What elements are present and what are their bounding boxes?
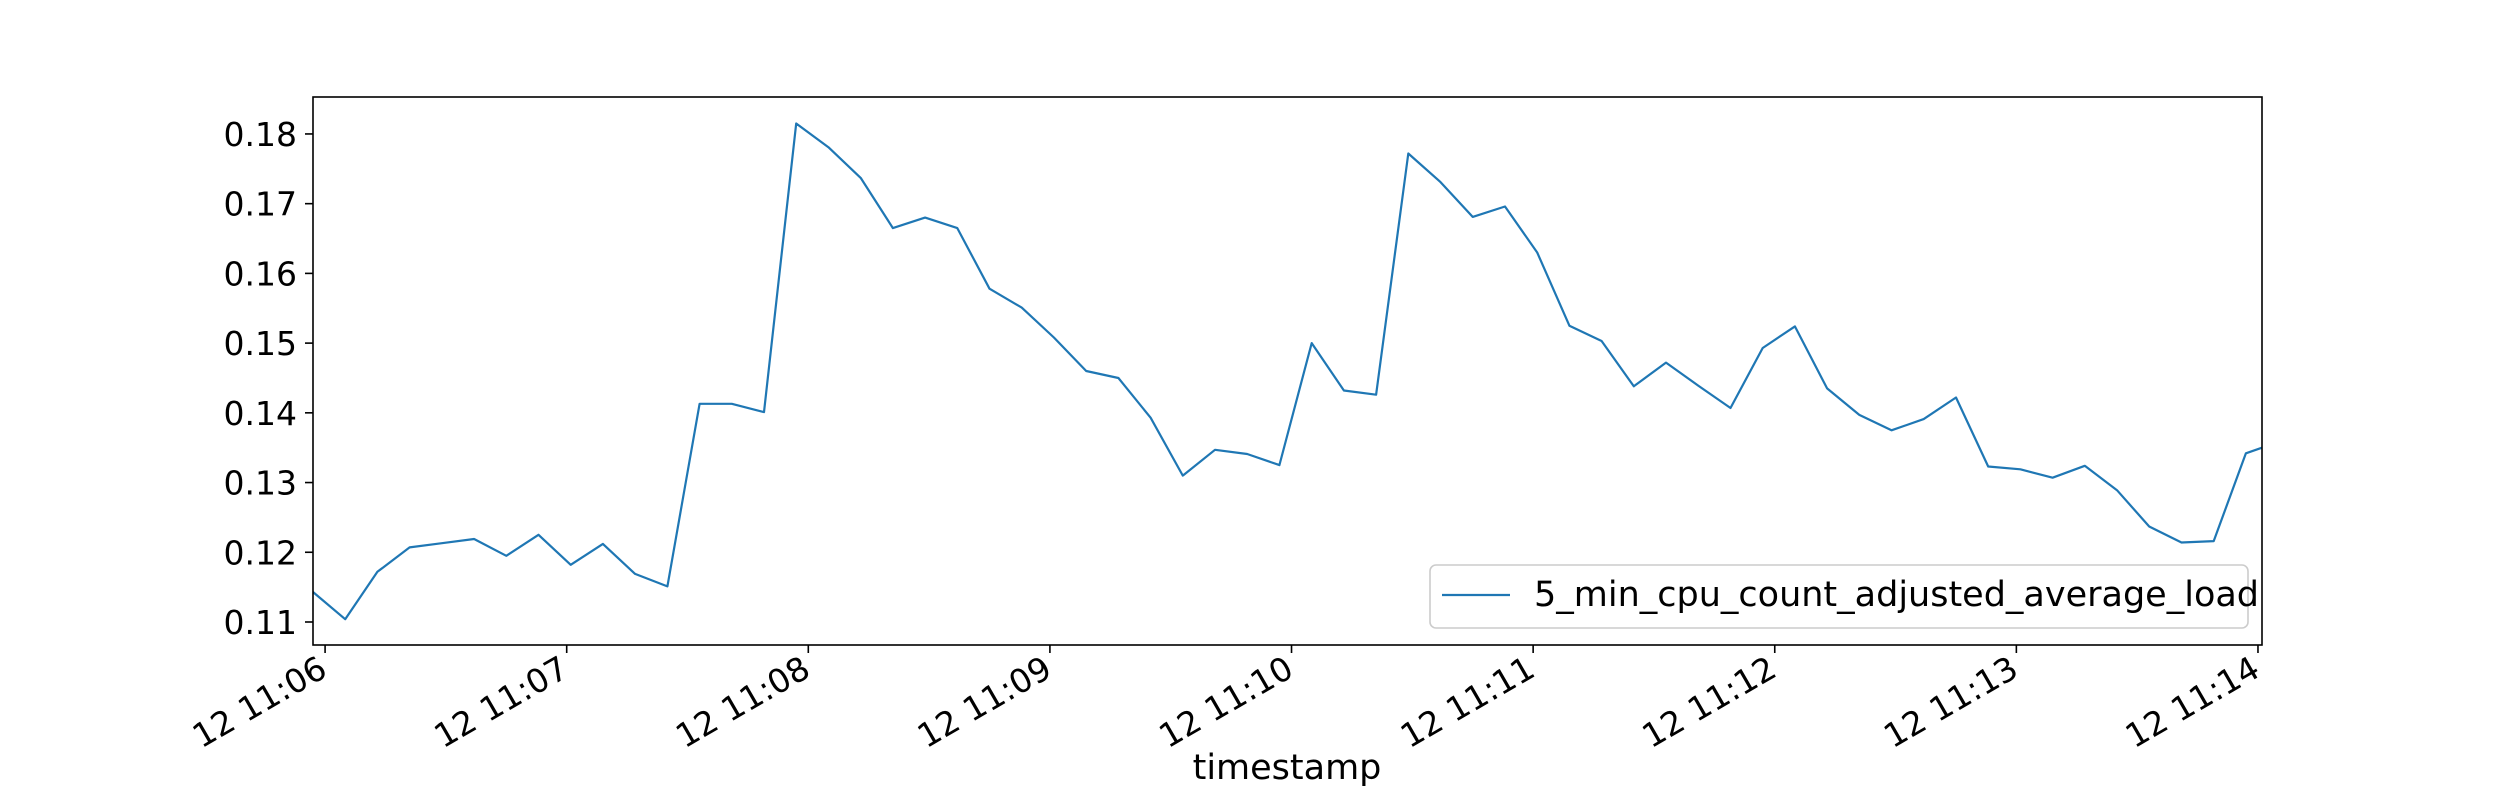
legend: 5_min_cpu_count_adjusted_average_load: [1429, 564, 2259, 629]
x-axis: 12 11:06 12 11:07 12 11:08 12 11:09 12 11:10…: [186, 645, 2266, 756]
y-tick-label: 0.15: [224, 324, 297, 363]
x-tick-label: 12 11:14: [2119, 648, 2266, 756]
x-tick-label: 12 11:08: [669, 648, 816, 756]
y-tick-label: 0.13: [224, 464, 297, 503]
y-tick-label: 0.14: [224, 394, 297, 433]
x-tick-label: 12 11:09: [911, 648, 1058, 756]
x-axis-label: timestamp: [1193, 748, 1382, 788]
x-tick-label: 12 11:10: [1152, 648, 1299, 756]
legend-label: 5_min_cpu_count_adjusted_average_load: [1534, 575, 2259, 615]
y-tick-label: 0.16: [224, 254, 297, 293]
x-tick-label: 12 11:07: [427, 648, 574, 756]
y-tick-label: 0.11: [224, 603, 297, 642]
y-tick-label: 0.17: [224, 185, 297, 224]
x-tick-label: 12 11:13: [1877, 648, 2024, 756]
series-layer: [313, 122, 2262, 621]
plot-frame: [312, 96, 2263, 646]
y-tick-label: 0.18: [224, 115, 297, 154]
x-tick-label: 12 11:12: [1635, 648, 1782, 756]
y-axis: 0.11 0.12 0.13 0.14 0.15 0.16 0.17 0.18: [224, 115, 313, 642]
y-tick-label: 0.12: [224, 533, 297, 572]
series-line: [313, 122, 2262, 621]
legend-box: [1429, 564, 2249, 629]
x-tick-label: 12 11:06: [186, 648, 333, 756]
x-tick-label: 12 11:11: [1394, 648, 1541, 756]
